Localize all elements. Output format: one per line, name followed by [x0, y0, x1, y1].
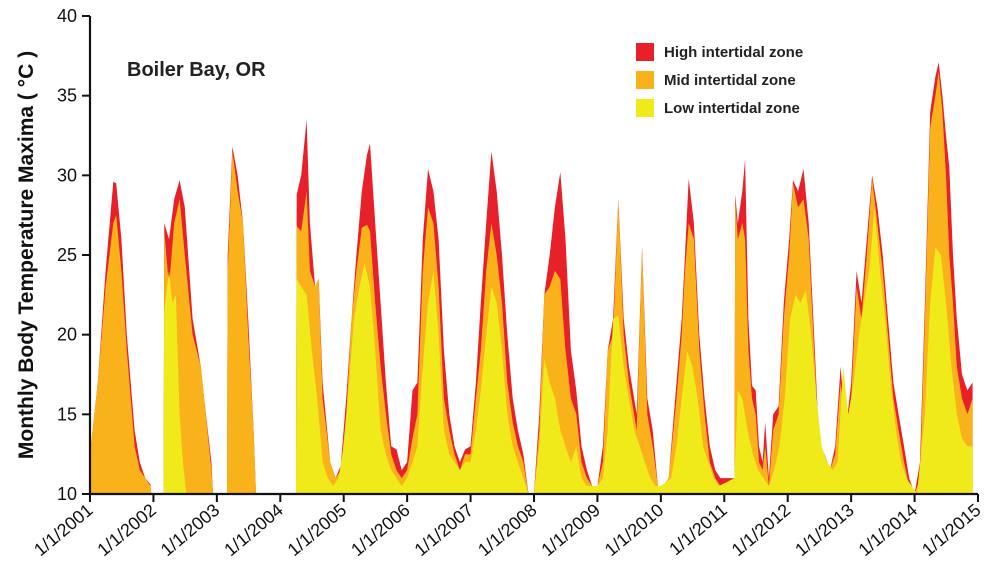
- x-tick-label-13: 1/1/2014: [855, 500, 922, 560]
- y-tick-label-35: 35: [57, 86, 77, 106]
- legend-swatch-mid-intertidal-zone: [636, 71, 654, 89]
- x-tick-label-11: 1/1/2012: [728, 500, 795, 560]
- y-tick-label-40: 40: [57, 6, 77, 26]
- legend-label-high-intertidal-zone: High intertidal zone: [664, 44, 803, 61]
- y-tick-label-15: 15: [57, 404, 77, 424]
- x-tick-label-1: 1/1/2002: [93, 500, 160, 560]
- legend: High intertidal zone Mid intertidal zone L…: [636, 43, 803, 117]
- legend-label-low-intertidal-zone: Low intertidal zone: [664, 100, 800, 117]
- x-tick-label-2: 1/1/2003: [157, 500, 224, 560]
- x-ticks: 1/1/20011/1/20021/1/20031/1/20041/1/2005…: [30, 494, 985, 560]
- area-low-intertidal-zone-0: [163, 270, 187, 494]
- y-tick-label-20: 20: [57, 325, 77, 345]
- legend-swatch-high-intertidal-zone: [636, 43, 654, 61]
- y-tick-label-10: 10: [57, 484, 77, 504]
- area-low-intertidal-zone-1: [296, 207, 973, 494]
- x-tick-label-14: 1/1/2015: [918, 500, 985, 560]
- y-ticks: 10 15 20 25 30 35 40: [57, 6, 90, 504]
- legend-label-mid-intertidal-zone: Mid intertidal zone: [664, 72, 796, 89]
- chart-annotation: Boiler Bay, OR: [127, 59, 266, 81]
- series-areas: [90, 62, 973, 495]
- y-axis-label: Monthly Body Temperature Maxima ( °C ): [15, 51, 38, 459]
- x-tick-label-10: 1/1/2011: [665, 500, 731, 560]
- y-tick-label-30: 30: [57, 165, 77, 185]
- x-tick-label-8: 1/1/2009: [537, 500, 604, 560]
- area-mid-intertidal-zone-0: [90, 215, 152, 494]
- x-tick-label-12: 1/1/2013: [791, 500, 858, 560]
- x-tick-label-9: 1/1/2010: [601, 500, 668, 560]
- x-tick-label-0: 1/1/2001: [30, 500, 97, 560]
- y-tick-label-25: 25: [57, 245, 77, 265]
- area-mid-intertidal-zone-2: [227, 151, 256, 494]
- legend-swatch-low-intertidal-zone: [636, 99, 654, 117]
- x-tick-label-7: 1/1/2008: [474, 500, 541, 560]
- x-tick-label-6: 1/1/2007: [411, 500, 478, 560]
- x-tick-label-4: 1/1/2005: [284, 500, 351, 560]
- x-tick-label-5: 1/1/2006: [347, 500, 414, 560]
- x-tick-label-3: 1/1/2004: [220, 500, 287, 560]
